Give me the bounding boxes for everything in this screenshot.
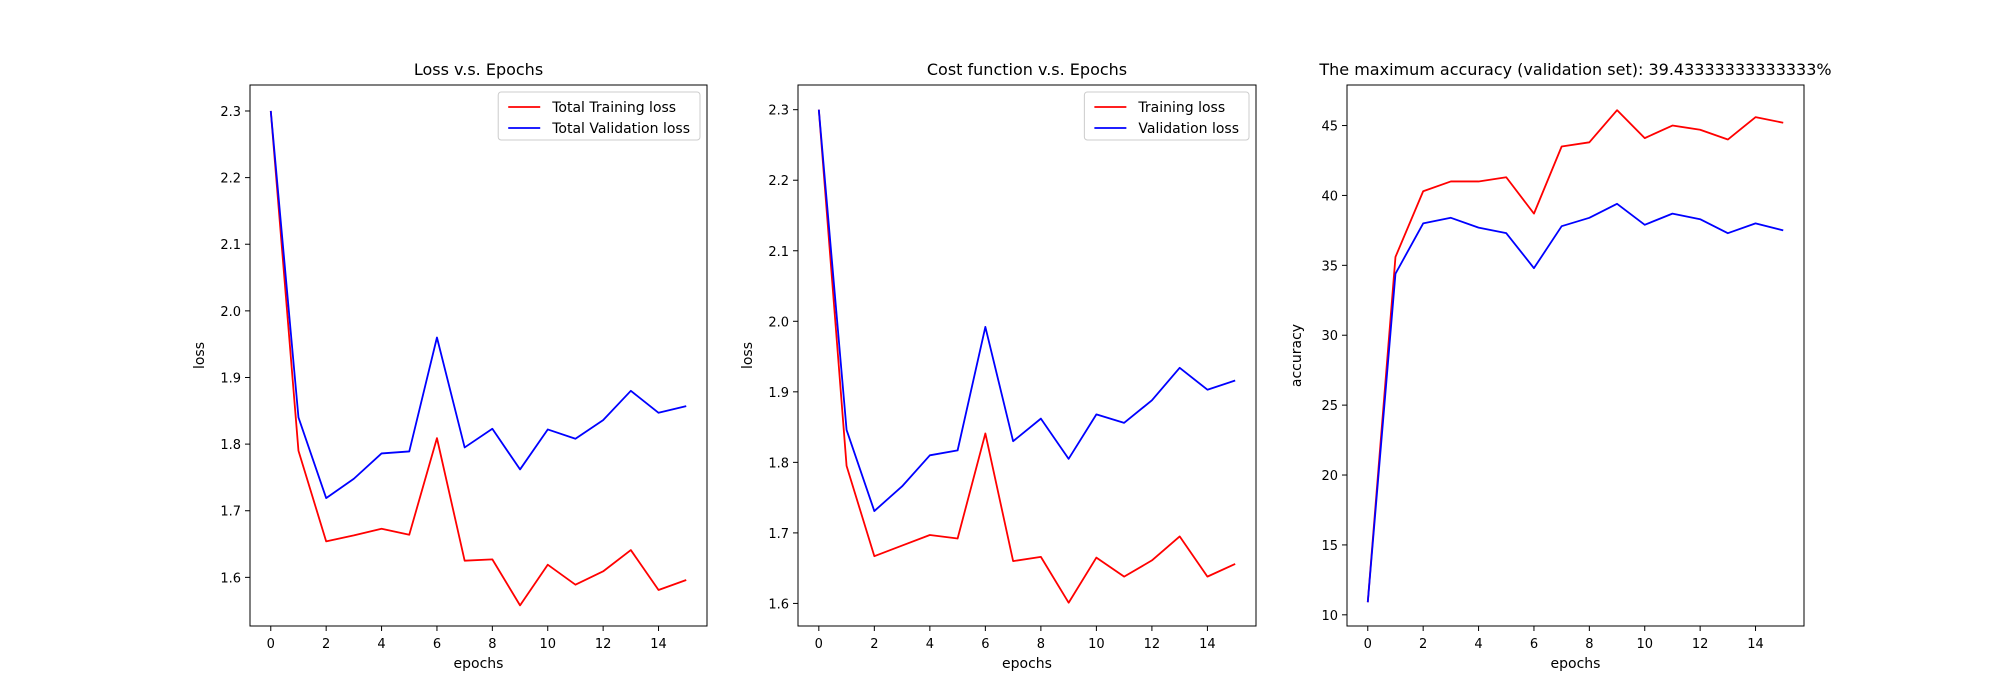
y-tick-label: 2.3	[220, 105, 241, 120]
legend-label-validation: Validation loss	[1138, 121, 1239, 137]
x-tick-label: 12	[595, 637, 612, 652]
x-tick-label: 2	[870, 637, 878, 652]
y-tick-label: 2.2	[768, 174, 789, 189]
chart-accuracy: 0 2 4 6 8 10 12 14 10 15 20 25 30 35 40 45 The maximum …	[1289, 60, 1832, 672]
x-tick-label: 8	[1037, 637, 1045, 652]
series-line-validation	[1366, 202, 1784, 603]
x-tick-label: 0	[1364, 637, 1372, 652]
x-tick-label: 14	[650, 637, 667, 652]
x-tick-label: 6	[1530, 637, 1538, 652]
series-line-validation	[269, 110, 687, 499]
x-tick-label: 4	[926, 637, 934, 652]
x-tick-label: 2	[322, 637, 330, 652]
y-tick-label: 2.0	[768, 315, 789, 330]
legend-label-training: Training loss	[1137, 100, 1225, 116]
x-tick-label: 6	[981, 637, 989, 652]
y-tick-label: 2.0	[220, 305, 241, 320]
y-axis-label: accuracy	[1289, 324, 1305, 387]
x-tick-label: 14	[1199, 637, 1216, 652]
x-tick-label: 12	[1144, 637, 1161, 652]
axes-frame	[249, 84, 708, 627]
axes-frame	[797, 84, 1257, 627]
y-tick-label: 1.6	[768, 597, 789, 612]
x-tick-label: 0	[267, 637, 275, 652]
x-axis-label: epochs	[1002, 656, 1052, 672]
y-tick-label: 2.1	[220, 238, 241, 253]
series-line-training	[269, 110, 687, 607]
y-tick-label: 1.8	[220, 438, 241, 453]
y-tick-label: 1.7	[220, 505, 241, 520]
legend-label-validation: Total Validation loss	[551, 121, 690, 137]
series-line-validation	[817, 109, 1236, 512]
series-line-training	[817, 109, 1236, 604]
y-tick-label: 1.8	[768, 456, 789, 471]
y-tick-label: 10	[1321, 609, 1338, 624]
x-tick-label: 6	[433, 637, 441, 652]
legend-box	[497, 91, 701, 141]
legend: Training loss Validation loss	[1083, 91, 1250, 141]
x-tick-label: 12	[1692, 637, 1709, 652]
y-tick-label: 15	[1321, 539, 1338, 554]
x-tick-label: 8	[1585, 637, 1593, 652]
chart-title: Cost function v.s. Epochs	[927, 60, 1127, 79]
axes-frame	[1346, 84, 1805, 627]
y-tick-label: 1.9	[768, 386, 789, 401]
y-tick-label: 20	[1321, 469, 1338, 484]
series-line-training	[1366, 109, 1784, 603]
chart-title: The maximum accuracy (validation set): 3…	[1318, 60, 1831, 79]
y-axis-label: loss	[192, 342, 208, 369]
y-tick-label: 30	[1321, 329, 1338, 344]
x-tick-label: 10	[1088, 637, 1105, 652]
x-tick-label: 4	[377, 637, 385, 652]
y-tick-label: 1.6	[220, 571, 241, 586]
x-tick-label: 10	[539, 637, 556, 652]
x-axis-label: epochs	[454, 656, 504, 672]
x-axis-label: epochs	[1551, 656, 1601, 672]
x-tick-label: 0	[815, 637, 823, 652]
chart-loss: 0 2 4 6 8 10 12 14 1.6 1.7 1.8 1.9 2.0 2.1 2.2 2.3 Loss…	[192, 60, 708, 672]
y-tick-label: 45	[1321, 120, 1338, 135]
y-tick-label: 1.7	[768, 527, 789, 542]
y-tick-label: 2.1	[768, 245, 789, 260]
y-tick-label: 2.2	[220, 172, 241, 187]
y-tick-label: 35	[1321, 259, 1338, 274]
chart-cost-function: 0 2 4 6 8 10 12 14 1.6 1.7 1.8 1.9 2.0 2.1 2.2 2.3 Cost…	[740, 60, 1257, 672]
y-tick-label: 25	[1321, 399, 1338, 414]
x-tick-label: 8	[488, 637, 496, 652]
legend: Total Training loss Total Validation los…	[497, 91, 701, 141]
y-axis-label: loss	[740, 342, 756, 369]
chart-title: Loss v.s. Epochs	[414, 60, 543, 79]
x-tick-label: 10	[1636, 637, 1653, 652]
x-tick-label: 2	[1419, 637, 1427, 652]
legend-label-training: Total Training loss	[551, 100, 676, 116]
y-tick-label: 2.3	[768, 104, 789, 119]
x-tick-label: 4	[1474, 637, 1482, 652]
y-tick-label: 1.9	[220, 371, 241, 386]
y-tick-label: 40	[1321, 189, 1338, 204]
x-tick-label: 14	[1747, 637, 1764, 652]
